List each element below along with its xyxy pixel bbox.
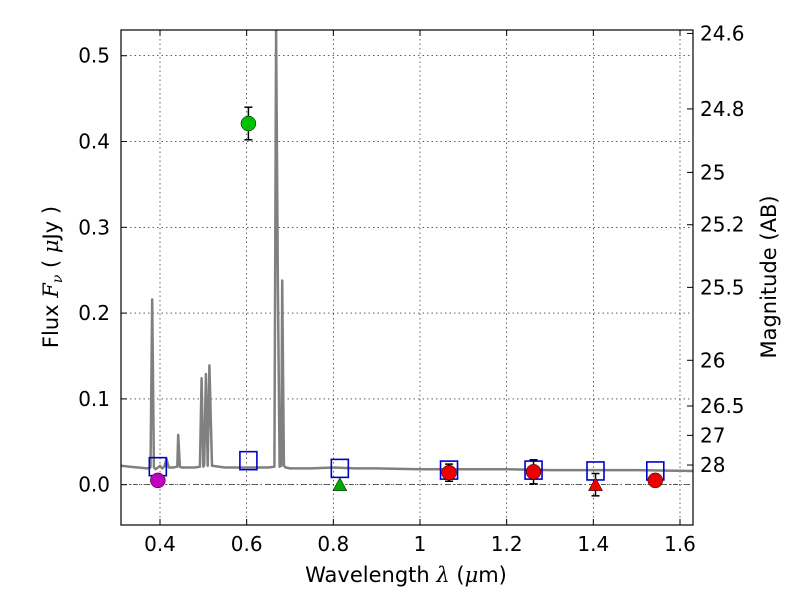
model-band-square bbox=[239, 450, 258, 471]
observed-point bbox=[647, 472, 664, 489]
y-tick-label: 0.4 bbox=[78, 130, 110, 154]
y2-tick-label: 25.2 bbox=[700, 213, 745, 237]
y2-tick-label: 25 bbox=[700, 160, 725, 184]
observed-point bbox=[525, 464, 542, 480]
x-tick-label: 1 bbox=[414, 532, 427, 556]
y-tick-label: 0.3 bbox=[78, 215, 110, 239]
y2-tick-label: 27 bbox=[700, 423, 725, 447]
upper-limit-point bbox=[332, 477, 348, 491]
x-tick-label: 0.8 bbox=[317, 532, 349, 556]
x-tick-label: 1.2 bbox=[491, 532, 523, 556]
observed-point bbox=[150, 472, 166, 489]
y2-axis-label: Magnitude (AB) bbox=[757, 195, 781, 358]
y2-tick-label: 26 bbox=[700, 348, 725, 372]
grid-lines bbox=[121, 30, 693, 525]
model-spectrum-line bbox=[121, 30, 693, 473]
y2-tick-label: 24.6 bbox=[700, 21, 745, 45]
x-axis-label: Wavelength λ (μm) bbox=[305, 563, 507, 587]
clipped-data bbox=[121, 30, 693, 497]
observed-point bbox=[441, 464, 457, 481]
plot-frame bbox=[120, 29, 694, 526]
y-tick-label: 0.2 bbox=[78, 301, 110, 325]
observed-point bbox=[240, 115, 257, 132]
x-tick-label: 1.4 bbox=[577, 532, 609, 556]
upper-limit-point bbox=[588, 477, 603, 491]
y2-tick-label: 26.5 bbox=[700, 394, 745, 418]
y-tick-label: 0.0 bbox=[78, 473, 110, 497]
x-tick-label: 0.6 bbox=[231, 532, 263, 556]
y-tick-label: 0.1 bbox=[78, 387, 110, 411]
x-tick-label: 1.6 bbox=[664, 532, 696, 556]
y2-tick-label: 25.5 bbox=[700, 275, 745, 299]
y2-tick-label: 28 bbox=[700, 453, 725, 477]
y-axis-label: Flux Fν ( μJy ) bbox=[39, 206, 66, 348]
plot-data bbox=[121, 30, 693, 497]
x-tick-label: 0.4 bbox=[144, 532, 176, 556]
y2-tick-label: 24.8 bbox=[700, 97, 745, 121]
y-tick-label: 0.5 bbox=[78, 44, 110, 68]
axis-ticks: 0.4 0.6 0.8 1 1.2 1.4 1.6 0.0 0.1 0.2 0.3 0.4 0.5 24.… bbox=[78, 21, 744, 556]
